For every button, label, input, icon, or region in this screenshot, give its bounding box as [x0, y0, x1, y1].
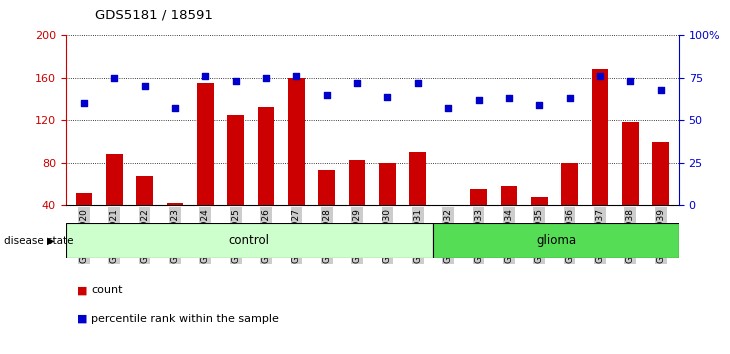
Point	[199, 73, 211, 79]
Text: count: count	[91, 285, 123, 295]
Bar	[470, 189, 487, 205]
Bar	[106, 154, 123, 205]
Bar	[653, 142, 669, 205]
Text: control: control	[229, 234, 270, 247]
Bar	[318, 170, 335, 205]
Text: GDS5181 / 18591: GDS5181 / 18591	[95, 9, 212, 22]
Bar	[166, 203, 183, 205]
Point	[139, 84, 150, 89]
Bar	[561, 163, 578, 205]
Point	[291, 73, 302, 79]
Bar	[349, 160, 366, 205]
Point	[412, 80, 423, 86]
Text: disease state: disease state	[4, 236, 73, 246]
Bar	[258, 107, 274, 205]
Point	[503, 96, 515, 101]
Bar	[433, 223, 679, 258]
Point	[442, 105, 454, 111]
Point	[534, 102, 545, 108]
Point	[473, 97, 485, 103]
Text: percentile rank within the sample: percentile rank within the sample	[91, 314, 279, 324]
Bar	[501, 186, 518, 205]
Bar	[288, 78, 304, 205]
Bar	[440, 205, 456, 207]
Bar	[66, 223, 433, 258]
Point	[594, 73, 606, 79]
Bar	[591, 69, 608, 205]
Bar	[76, 193, 92, 205]
Text: ▶: ▶	[47, 236, 55, 246]
Text: glioma: glioma	[536, 234, 576, 247]
Point	[624, 79, 636, 84]
Point	[230, 79, 242, 84]
Text: ■: ■	[77, 314, 87, 324]
Point	[260, 75, 272, 81]
Bar	[137, 176, 153, 205]
Bar	[410, 152, 426, 205]
Point	[169, 105, 181, 111]
Bar	[622, 122, 639, 205]
Bar	[379, 163, 396, 205]
Point	[564, 96, 575, 101]
Point	[109, 75, 120, 81]
Point	[655, 87, 666, 93]
Bar	[197, 83, 214, 205]
Point	[78, 101, 90, 106]
Point	[321, 92, 333, 98]
Point	[351, 80, 363, 86]
Bar	[227, 115, 244, 205]
Bar	[531, 197, 548, 205]
Text: ■: ■	[77, 285, 87, 295]
Point	[382, 94, 393, 99]
